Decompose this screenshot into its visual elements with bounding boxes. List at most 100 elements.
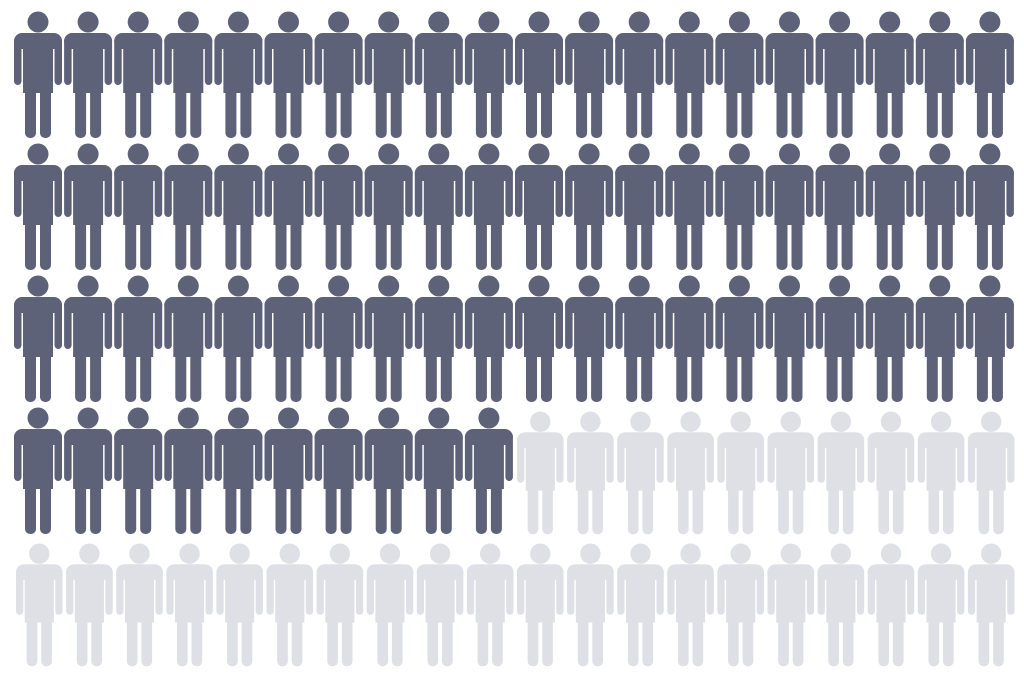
- person-icon-highlighted: [64, 407, 113, 534]
- person-icon-remaining: [967, 411, 1015, 535]
- person-icon-highlighted: [364, 11, 413, 138]
- person-icon-remaining: [917, 411, 965, 535]
- person-icon-highlighted: [565, 143, 614, 270]
- person-icon-highlighted: [164, 11, 213, 138]
- person-icon-highlighted: [815, 275, 864, 402]
- person-icon-highlighted: [214, 11, 263, 138]
- person-icon-highlighted: [314, 143, 363, 270]
- person-icon-highlighted: [615, 143, 664, 270]
- person-icon-highlighted: [765, 143, 814, 270]
- person-icon-remaining: [517, 411, 564, 535]
- person-icon-highlighted: [114, 275, 163, 402]
- person-icon-highlighted: [815, 143, 864, 270]
- person-icon-highlighted: [264, 143, 313, 270]
- person-icon-highlighted: [314, 275, 363, 402]
- person-icon-highlighted: [414, 407, 463, 534]
- person-icon-highlighted: [765, 11, 814, 138]
- person-icon-highlighted: [515, 143, 563, 270]
- person-icon-highlighted: [364, 407, 413, 534]
- person-icon-highlighted: [715, 143, 764, 270]
- person-icon-remaining: [416, 543, 464, 667]
- person-icon-highlighted: [14, 143, 62, 270]
- person-icon-highlighted: [464, 11, 513, 138]
- person-icon-remaining: [667, 411, 714, 535]
- person-icon-remaining: [767, 411, 815, 535]
- person-icon-remaining: [567, 543, 614, 667]
- person-icon-highlighted: [314, 407, 363, 534]
- person-icon-highlighted: [114, 407, 163, 534]
- person-icon-highlighted: [14, 407, 62, 534]
- person-icon-highlighted: [14, 275, 62, 402]
- person-icon-highlighted: [364, 143, 413, 270]
- person-icon-highlighted: [715, 11, 764, 138]
- person-icon-highlighted: [865, 143, 914, 270]
- person-icon-remaining: [717, 543, 764, 667]
- person-icon-remaining: [266, 543, 314, 667]
- person-icon-highlighted: [865, 275, 914, 402]
- person-icon-highlighted: [164, 407, 213, 534]
- person-icon-highlighted: [665, 143, 714, 270]
- person-icon-highlighted: [965, 275, 1014, 402]
- person-icon-remaining: [617, 411, 664, 535]
- person-icon-highlighted: [665, 275, 714, 402]
- person-icon-remaining: [717, 411, 764, 535]
- person-icon-highlighted: [464, 407, 513, 534]
- person-icon-remaining: [767, 543, 815, 667]
- person-icon-remaining: [316, 543, 364, 667]
- person-icon-highlighted: [314, 11, 363, 138]
- person-icon-highlighted: [865, 11, 914, 138]
- person-icon-highlighted: [565, 275, 614, 402]
- person-icon-highlighted: [414, 143, 463, 270]
- person-icon-highlighted: [64, 143, 113, 270]
- person-icon-highlighted: [114, 143, 163, 270]
- person-icon-remaining: [617, 543, 664, 667]
- person-icon-remaining: [667, 543, 714, 667]
- person-icon-highlighted: [965, 11, 1014, 138]
- person-icon-highlighted: [264, 11, 313, 138]
- person-icon-highlighted: [264, 275, 313, 402]
- person-icon-remaining: [16, 543, 63, 667]
- person-icon-highlighted: [164, 143, 213, 270]
- person-icon-highlighted: [915, 11, 964, 138]
- person-icon-remaining: [867, 411, 915, 535]
- person-icon-highlighted: [14, 11, 62, 138]
- person-icon-highlighted: [214, 407, 263, 534]
- person-icon-remaining: [817, 411, 865, 535]
- person-icon-highlighted: [464, 275, 513, 402]
- person-icon-highlighted: [615, 275, 664, 402]
- person-icon-highlighted: [364, 275, 413, 402]
- person-icon-highlighted: [64, 11, 113, 138]
- person-icon-highlighted: [915, 275, 964, 402]
- person-icon-remaining: [466, 543, 514, 667]
- person-icon-highlighted: [214, 275, 263, 402]
- person-icon-highlighted: [264, 407, 313, 534]
- person-icon-highlighted: [114, 11, 163, 138]
- person-icon-highlighted: [915, 143, 964, 270]
- person-icon-remaining: [366, 543, 414, 667]
- person-icon-highlighted: [665, 11, 714, 138]
- person-icon-highlighted: [414, 275, 463, 402]
- person-icon-remaining: [517, 543, 564, 667]
- person-icon-highlighted: [414, 11, 463, 138]
- person-icon-remaining: [867, 543, 915, 667]
- person-icon-remaining: [66, 543, 113, 667]
- person-icon-highlighted: [64, 275, 113, 402]
- person-icon-remaining: [567, 411, 614, 535]
- person-icon-remaining: [817, 543, 865, 667]
- person-icon-highlighted: [965, 143, 1014, 270]
- person-icon-remaining: [116, 543, 163, 667]
- person-icon-remaining: [216, 543, 263, 667]
- person-icon-highlighted: [765, 275, 814, 402]
- person-icon-remaining: [166, 543, 213, 667]
- person-icon-highlighted: [565, 11, 614, 138]
- person-icon-highlighted: [715, 275, 764, 402]
- person-icon-highlighted: [164, 275, 213, 402]
- person-icon-highlighted: [515, 275, 563, 402]
- person-icon-highlighted: [515, 11, 563, 138]
- person-icon-remaining: [967, 543, 1015, 667]
- person-icon-highlighted: [464, 143, 513, 270]
- person-icon-highlighted: [815, 11, 864, 138]
- person-icon-highlighted: [214, 143, 263, 270]
- person-icon-remaining: [917, 543, 965, 667]
